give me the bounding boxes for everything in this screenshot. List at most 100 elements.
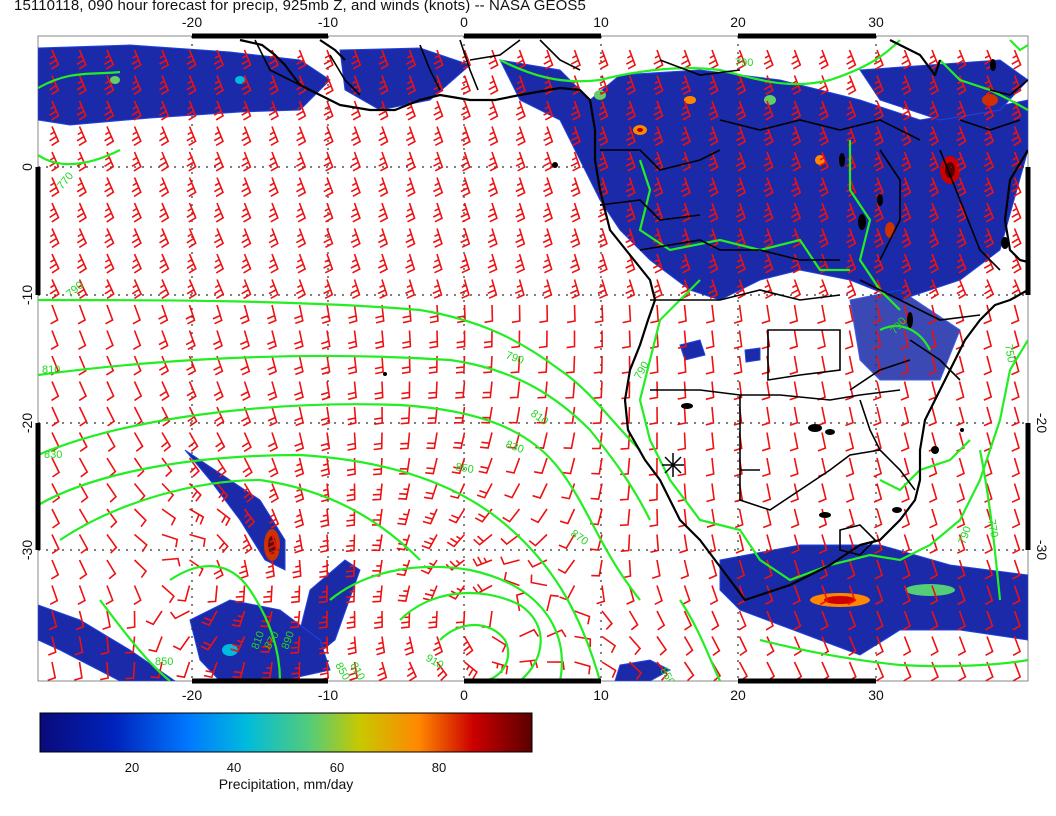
wind-barb — [708, 100, 719, 121]
wind-barb — [649, 355, 659, 375]
wind-barb — [185, 330, 196, 351]
wind-barb — [161, 482, 175, 502]
wind-barb — [818, 100, 829, 121]
wind-barb — [654, 585, 663, 606]
wind-barb — [543, 100, 554, 121]
wind-barb — [296, 177, 307, 198]
wind-barb — [51, 508, 61, 529]
wind-barb — [956, 228, 967, 249]
wind-barb — [790, 508, 800, 529]
colorbar: 20 40 60 80 Precipitation, mm/day — [39, 712, 533, 792]
wind-barb — [446, 533, 466, 548]
wind-barb — [104, 279, 115, 300]
wind-barb — [159, 253, 170, 274]
wind-barb — [901, 49, 912, 70]
wind-barb — [294, 508, 305, 529]
wind-barb — [625, 202, 636, 223]
wind-barb — [213, 177, 224, 198]
wind-barb — [189, 533, 206, 548]
wind-barb — [405, 279, 416, 299]
wind-barb — [790, 483, 800, 503]
wind-barb — [708, 253, 719, 274]
wind-barb — [1012, 661, 1022, 681]
wind-barb — [348, 661, 359, 681]
contour-label: 790 — [735, 57, 753, 69]
wind-barb — [619, 508, 631, 527]
wind-barb — [158, 177, 170, 198]
wind-barb — [158, 330, 169, 351]
wind-barb — [159, 381, 170, 402]
colorbar-tick: 20 — [125, 760, 139, 775]
wind-barb — [158, 75, 170, 96]
wind-barb — [186, 75, 197, 96]
wind-barb — [433, 177, 444, 198]
wind-barb — [764, 585, 774, 606]
wind-barb — [818, 126, 829, 146]
wind-barb — [510, 355, 521, 374]
wind-barb — [103, 49, 115, 70]
wind-barb — [901, 508, 911, 529]
wind-barb — [320, 381, 331, 401]
wind-barb — [319, 559, 329, 579]
wind-barb — [735, 534, 745, 554]
wind-barb — [159, 202, 170, 223]
bottom-lon-labels: -20 -10 0 10 20 30 — [182, 687, 884, 703]
wind-barb — [591, 559, 603, 577]
wind-barb — [402, 330, 412, 349]
wind-barb — [874, 585, 884, 606]
wind-barb — [847, 559, 856, 580]
wind-barb — [515, 228, 526, 248]
contour-label: 850 — [454, 461, 474, 476]
wind-barb — [789, 304, 799, 324]
wind-barb — [845, 355, 854, 376]
wind-barb — [432, 202, 443, 223]
wind-barb — [763, 49, 774, 70]
wind-barb — [845, 381, 854, 401]
wind-barb — [399, 432, 411, 450]
wind-barb — [76, 177, 87, 198]
wind-barb — [593, 381, 603, 399]
wind-barb — [131, 100, 142, 121]
wind-barb — [736, 49, 747, 70]
wind-barb — [844, 304, 854, 325]
wind-barb — [295, 228, 307, 249]
wind-barb — [590, 483, 603, 500]
wind-barb — [620, 534, 631, 552]
contour-label: 830 — [44, 449, 62, 461]
lon-tick-label: -20 — [182, 687, 202, 703]
wind-barb — [845, 432, 855, 452]
wind-barb — [378, 151, 389, 172]
wind-barb — [371, 508, 383, 526]
wind-barb — [453, 432, 466, 449]
wind-barb — [378, 49, 389, 70]
lon-tick-label: 10 — [593, 687, 609, 703]
wind-barb — [1011, 75, 1022, 96]
wind-barb — [650, 304, 660, 324]
wind-barb — [733, 381, 743, 401]
wind-barb — [47, 661, 57, 681]
wind-barb — [1011, 49, 1022, 70]
wind-barb — [846, 100, 857, 121]
wind-barb — [873, 253, 884, 274]
wind-barb — [900, 381, 910, 401]
colorbar-tick: 80 — [432, 760, 446, 775]
wind-barb — [105, 585, 114, 605]
wind-barb — [1011, 508, 1021, 529]
wind-barb — [482, 381, 493, 399]
wind-barb — [261, 661, 273, 679]
wind-barb — [378, 177, 389, 198]
wind-barb — [371, 534, 383, 552]
contour-label: 750 — [1002, 343, 1017, 363]
wind-barb — [539, 304, 549, 324]
wind-barb — [426, 432, 438, 450]
wind-barb — [77, 304, 87, 325]
wind-barb — [405, 75, 417, 96]
wind-barb — [983, 177, 995, 198]
lat-tick-label: -20 — [19, 413, 35, 433]
wind-barb — [104, 126, 115, 147]
wind-barb — [186, 49, 197, 70]
wind-barb — [543, 49, 554, 70]
wind-barb — [791, 151, 802, 172]
wind-barb — [507, 432, 521, 449]
wind-barb — [445, 559, 465, 571]
